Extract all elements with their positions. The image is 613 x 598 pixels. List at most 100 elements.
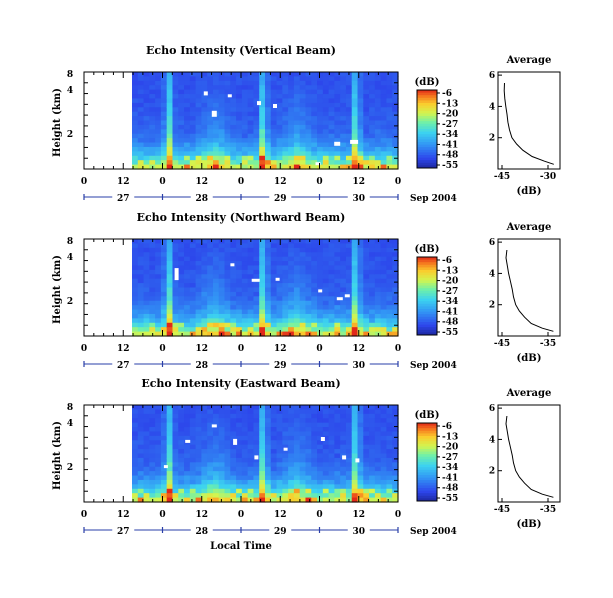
heatmap-cell [230, 488, 237, 494]
missing-data-patch [251, 278, 260, 282]
heatmap-cell [311, 427, 318, 433]
heatmap-cell [241, 471, 249, 477]
heatmap-cell [166, 129, 174, 135]
heatmap-cell [166, 142, 174, 148]
heatmap-cell [299, 313, 307, 319]
heatmap-cell [236, 102, 243, 108]
heatmap-cell [207, 422, 214, 428]
heatmap-cell [155, 102, 162, 108]
heatmap-cell [386, 466, 393, 472]
heatmap-cell [178, 164, 185, 170]
heatmap-cell [172, 94, 179, 100]
heatmap-cell [259, 116, 266, 122]
heatmap-cell [357, 265, 364, 271]
heatmap-cell [241, 72, 249, 78]
heatmap-cell [160, 261, 168, 267]
heatmap-cell [218, 413, 226, 419]
heatmap-cell [311, 466, 318, 472]
heatmap-cell [305, 155, 312, 161]
heatmap-cell [328, 475, 335, 481]
heatmap-cell [259, 261, 266, 267]
x-tick-label: 0 [159, 177, 165, 187]
heatmap-cell [155, 444, 162, 450]
heatmap-cell [363, 142, 370, 148]
heatmap-cell [322, 72, 330, 78]
heatmap-cell [317, 409, 324, 415]
heatmap-cell [195, 331, 202, 337]
heatmap-cell [160, 116, 168, 122]
heatmap-cell [241, 475, 249, 481]
heatmap-cell [340, 111, 347, 117]
heatmap-cell [172, 138, 179, 144]
heatmap-cell [288, 151, 295, 157]
heatmap-cell [201, 440, 208, 446]
heatmap-cell [201, 278, 208, 284]
heatmap-cell [195, 484, 202, 490]
heatmap-cell [363, 488, 370, 494]
heatmap-cell [276, 457, 283, 463]
heatmap-cell [201, 111, 208, 117]
heatmap-cell [351, 265, 359, 271]
heatmap-cell [392, 89, 399, 95]
heatmap-cell [155, 479, 162, 485]
heatmap-cell [392, 405, 399, 411]
heatmap-cell [201, 309, 208, 315]
colorbar-tick-label: -13 [442, 99, 458, 109]
heatmap-cell [363, 160, 370, 166]
heatmap-cell [265, 72, 272, 78]
heatmap-cell [137, 318, 145, 324]
heatmap-cell [259, 274, 266, 280]
heatmap-cell [149, 287, 156, 293]
heatmap-cell [363, 261, 370, 267]
heatmap-cell [270, 120, 278, 126]
heatmap-cell [340, 322, 347, 328]
heatmap-cell [247, 457, 255, 463]
heatmap-cell [172, 89, 179, 95]
date-tick-label: 30 [352, 527, 365, 537]
heatmap-cell [317, 444, 324, 450]
heatmap-cell [155, 107, 162, 113]
heatmap-cell [351, 313, 359, 319]
heatmap-cell [218, 291, 226, 297]
heatmap-cell [172, 129, 179, 135]
heatmap-cell [351, 327, 359, 333]
heatmap-cell [236, 239, 243, 245]
heatmap-cell [334, 116, 341, 122]
heatmap-cell [149, 256, 156, 262]
heatmap-cell [276, 449, 283, 455]
date-tick-label: 29 [274, 194, 287, 204]
heatmap-cell [218, 274, 226, 280]
heatmap-cell [317, 138, 324, 144]
heatmap-cell [230, 256, 237, 262]
heatmap-cell [224, 296, 231, 302]
heatmap-cell [241, 252, 249, 258]
heatmap-cell [369, 405, 376, 411]
heatmap-cell [328, 296, 335, 302]
colorbar-band [417, 327, 437, 331]
heatmap-cell [311, 431, 318, 437]
heatmap-cell [166, 278, 174, 284]
heatmap-cell [259, 488, 266, 494]
heatmap-cell [374, 291, 382, 297]
heatmap-cell [293, 296, 301, 302]
heatmap-cell [137, 146, 145, 152]
heatmap-cell [293, 471, 301, 477]
colorbar-band [417, 152, 437, 156]
heatmap-cell [322, 151, 330, 157]
heatmap-cell [253, 422, 260, 428]
heatmap-cell [288, 107, 295, 113]
heatmap-cell [149, 89, 156, 95]
heatmap-cell [293, 422, 301, 428]
heatmap-cell [288, 327, 295, 333]
heatmap-cell [334, 475, 341, 481]
heatmap-cell [247, 322, 255, 328]
heatmap-cell [392, 484, 399, 490]
heatmap-cell [149, 261, 156, 267]
heatmap-cell [340, 129, 347, 135]
heatmap-cell [259, 146, 266, 152]
heatmap-cell [218, 449, 226, 455]
heatmap-cell [143, 239, 150, 245]
heatmap-cell [282, 422, 289, 428]
heatmap-cell [218, 462, 226, 468]
heatmap-cell [293, 300, 301, 306]
